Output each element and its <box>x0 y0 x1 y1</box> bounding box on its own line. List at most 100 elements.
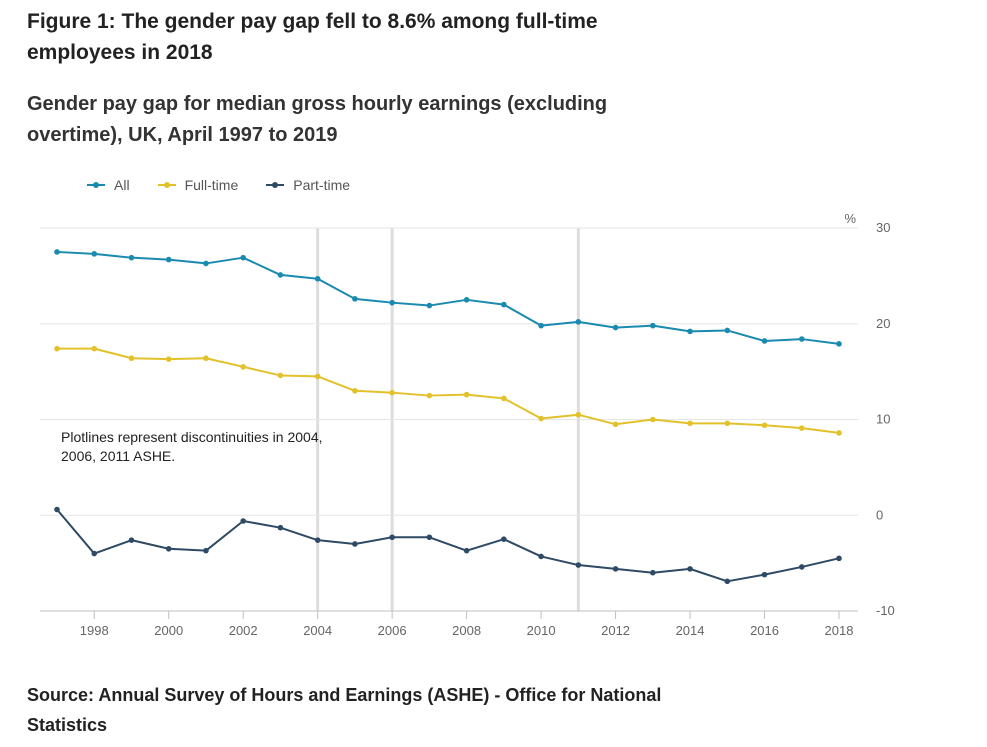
legend-item-all[interactable]: All <box>87 177 130 193</box>
data-point-all[interactable] <box>724 327 731 334</box>
data-point-part-time[interactable] <box>128 537 135 543</box>
data-point-part-time[interactable] <box>650 569 656 576</box>
data-point-part-time[interactable] <box>798 564 805 570</box>
data-point-part-time[interactable] <box>538 553 544 560</box>
series <box>54 249 842 585</box>
data-point-part-time[interactable] <box>463 547 470 554</box>
data-point-all[interactable] <box>314 275 321 282</box>
data-point-part-time[interactable] <box>724 578 731 585</box>
x-tick-label: 1998 <box>80 623 109 638</box>
data-point-full-time[interactable] <box>724 420 731 427</box>
data-point-part-time[interactable] <box>687 566 693 572</box>
data-point-full-time[interactable] <box>687 420 693 427</box>
data-point-all[interactable] <box>91 251 98 257</box>
data-point-all[interactable] <box>389 299 395 306</box>
x-tick-label: 2000 <box>154 623 183 638</box>
data-point-part-time[interactable] <box>277 524 284 531</box>
source-note: Source: Annual Survey of Hours and Earni… <box>27 685 662 735</box>
data-point-full-time[interactable] <box>128 355 135 362</box>
data-point-part-time[interactable] <box>54 506 60 513</box>
data-point-full-time[interactable] <box>575 411 582 418</box>
data-point-full-time[interactable] <box>54 345 60 352</box>
data-point-all[interactable] <box>761 338 768 344</box>
figure-title: Figure 1: The gender pay gap fell to 8.6… <box>27 10 598 64</box>
legend-marker-all <box>87 182 105 188</box>
plotline-annotation: Plotlines represent discontinuities in 2… <box>61 429 323 464</box>
data-point-part-time[interactable] <box>203 547 209 554</box>
data-point-all[interactable] <box>612 324 619 331</box>
data-point-all[interactable] <box>687 328 693 335</box>
data-point-full-time[interactable] <box>203 355 209 362</box>
x-tick-label: 2008 <box>452 623 481 638</box>
x-tick-label: 2010 <box>527 623 556 638</box>
series-line-full-time <box>56 347 840 434</box>
data-point-all[interactable] <box>798 336 805 342</box>
x-tick-label: 2006 <box>378 623 407 638</box>
data-point-all[interactable] <box>538 322 544 329</box>
x-tick-label: 2002 <box>229 623 258 638</box>
data-point-all[interactable] <box>650 322 656 329</box>
legend-marker-full-time <box>157 182 176 188</box>
data-point-full-time[interactable] <box>761 422 768 429</box>
chart-legend: All Full-time Part-time <box>87 177 378 193</box>
y-tick-label: 0 <box>876 507 883 522</box>
data-point-part-time[interactable] <box>426 534 433 541</box>
data-point-part-time[interactable] <box>389 534 395 541</box>
data-point-all[interactable] <box>463 297 470 303</box>
y-tick-label: 30 <box>876 220 890 235</box>
data-point-all[interactable] <box>575 319 582 325</box>
data-point-all[interactable] <box>165 256 172 263</box>
data-point-all[interactable] <box>501 301 507 308</box>
legend-item-full-time[interactable]: Full-time <box>157 177 239 193</box>
data-point-all[interactable] <box>54 249 60 255</box>
data-point-full-time[interactable] <box>426 392 433 399</box>
data-point-full-time[interactable] <box>240 364 246 370</box>
x-tick-label: 2018 <box>825 623 854 638</box>
data-point-part-time[interactable] <box>91 550 98 557</box>
legend-label-all: All <box>114 177 130 193</box>
data-point-all[interactable] <box>352 296 358 302</box>
data-point-all[interactable] <box>426 302 433 309</box>
data-point-part-time[interactable] <box>575 562 582 568</box>
data-point-full-time[interactable] <box>277 372 284 379</box>
data-point-all[interactable] <box>836 341 842 347</box>
data-point-full-time[interactable] <box>314 373 321 380</box>
data-point-part-time[interactable] <box>612 566 619 572</box>
x-tick-label: 2004 <box>303 623 332 638</box>
legend-label-part-time: Part-time <box>293 177 351 193</box>
data-point-all[interactable] <box>277 272 284 278</box>
data-point-all[interactable] <box>128 254 135 261</box>
data-point-full-time[interactable] <box>501 395 507 402</box>
data-point-part-time[interactable] <box>501 536 507 542</box>
gridlines <box>40 227 858 612</box>
data-point-all[interactable] <box>203 260 209 267</box>
data-point-full-time[interactable] <box>165 356 172 362</box>
y-tick-label: -10 <box>876 603 895 618</box>
data-point-full-time[interactable] <box>612 421 619 428</box>
legend-item-part-time[interactable]: Part-time <box>266 177 350 193</box>
y-unit-label: % <box>844 211 856 226</box>
data-point-part-time[interactable] <box>836 555 842 562</box>
data-point-part-time[interactable] <box>240 518 246 524</box>
data-point-full-time[interactable] <box>798 425 805 431</box>
series-line-part-time <box>56 508 840 583</box>
x-tick-label: 2016 <box>750 623 779 638</box>
data-point-part-time[interactable] <box>165 545 172 552</box>
data-point-full-time[interactable] <box>650 416 656 423</box>
data-point-full-time[interactable] <box>463 391 470 398</box>
legend-label-full-time: Full-time <box>184 177 239 193</box>
data-point-part-time[interactable] <box>314 537 321 543</box>
chart-subtitle: Gender pay gap for median gross hourly e… <box>27 93 608 146</box>
data-point-full-time[interactable] <box>352 387 358 394</box>
data-point-all[interactable] <box>240 254 246 261</box>
y-tick-label: 20 <box>876 316 890 331</box>
data-point-full-time[interactable] <box>389 389 395 396</box>
y-tick-label: 10 <box>876 412 890 427</box>
data-point-full-time[interactable] <box>538 415 544 422</box>
legend-marker-part-time <box>266 182 285 188</box>
data-point-part-time[interactable] <box>352 541 358 547</box>
data-point-full-time[interactable] <box>91 345 98 352</box>
data-point-full-time[interactable] <box>836 430 842 436</box>
data-point-part-time[interactable] <box>761 571 768 578</box>
